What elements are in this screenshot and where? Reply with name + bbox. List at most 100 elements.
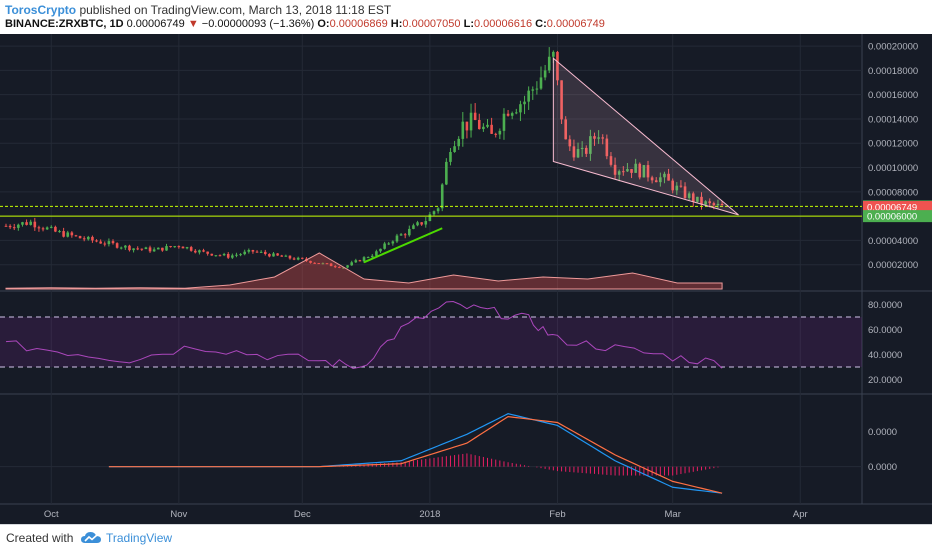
candle-body bbox=[510, 113, 514, 116]
candle-body bbox=[62, 231, 65, 237]
candle-body bbox=[589, 136, 592, 154]
candle-body bbox=[333, 266, 337, 268]
candle-body bbox=[576, 149, 580, 158]
candle-body bbox=[115, 243, 119, 248]
candle-body bbox=[720, 203, 724, 206]
candle-body bbox=[646, 165, 650, 178]
candle-body bbox=[21, 222, 24, 225]
candle-body bbox=[37, 227, 41, 229]
candle-body bbox=[679, 185, 683, 187]
candle-body bbox=[659, 177, 662, 183]
candle-body bbox=[54, 226, 57, 232]
price-axis-tag-text: 0.00006749 bbox=[867, 203, 917, 214]
candle-body bbox=[210, 253, 214, 256]
candle-body bbox=[605, 138, 609, 157]
candle-body bbox=[667, 173, 670, 181]
open-value: 0.00006869 bbox=[329, 18, 388, 30]
candle-body bbox=[630, 169, 633, 173]
tradingview-brand[interactable]: TradingView bbox=[106, 531, 173, 545]
rsi-tick-label: 40.0000 bbox=[868, 350, 902, 361]
candle-body bbox=[547, 56, 551, 71]
rsi-tick-label: 20.0000 bbox=[868, 375, 902, 386]
rsi-tick-label: 80.0000 bbox=[868, 300, 902, 311]
candle-body bbox=[531, 89, 535, 91]
candle-body bbox=[408, 228, 411, 236]
candle-body bbox=[124, 245, 127, 248]
change-value: −0.00000093 (−1.36%) bbox=[201, 18, 315, 30]
candle-body bbox=[395, 235, 399, 242]
candle-body bbox=[477, 119, 481, 130]
down-arrow-icon: ▼ bbox=[187, 18, 199, 30]
candle-body bbox=[8, 225, 12, 228]
low-label: L: bbox=[463, 18, 474, 30]
candle-body bbox=[25, 222, 28, 225]
y-tick-label: 0.00004000 bbox=[868, 236, 918, 247]
rsi-band-fill bbox=[0, 317, 862, 367]
candle-body bbox=[638, 163, 642, 178]
candle-body bbox=[403, 234, 407, 236]
published-text: published on TradingView.com, March 13, … bbox=[79, 3, 392, 17]
candle-body bbox=[321, 263, 325, 265]
candle-body bbox=[17, 224, 20, 228]
rsi-line bbox=[5, 300, 723, 370]
chart-area[interactable]: Oct Nov Dec 2018 Feb Mar Apr 0.00002000 0.000040… bbox=[0, 34, 932, 524]
footer: Created with TradingView bbox=[0, 524, 932, 550]
candle-body bbox=[181, 246, 185, 249]
candle-body bbox=[78, 236, 82, 239]
candle-body bbox=[560, 80, 563, 120]
candle-body bbox=[416, 222, 419, 226]
candle-body bbox=[626, 169, 629, 172]
candle-body bbox=[29, 221, 32, 225]
candle-body bbox=[663, 173, 666, 178]
candle-body bbox=[243, 251, 246, 255]
candle-body bbox=[412, 225, 415, 229]
candle-body bbox=[4, 225, 8, 227]
candle-body bbox=[272, 253, 275, 257]
candle-body bbox=[45, 227, 49, 230]
macd-tick-label: 0.0000 bbox=[868, 427, 897, 438]
candle-body bbox=[309, 260, 312, 263]
publish-line: TorosCrypto published on TradingView.com… bbox=[5, 3, 391, 17]
x-tick-label: Apr bbox=[793, 509, 808, 520]
signal-line bbox=[108, 415, 723, 494]
y-tick-label: 0.00002000 bbox=[868, 260, 918, 271]
author-link[interactable]: TorosCrypto bbox=[5, 3, 77, 17]
candle-body bbox=[82, 238, 86, 240]
candle-body bbox=[675, 185, 679, 191]
candle-body bbox=[284, 255, 288, 257]
candle-body bbox=[535, 88, 539, 90]
candle-body bbox=[194, 250, 197, 253]
x-tick-label: Oct bbox=[44, 509, 59, 520]
candle-body bbox=[613, 164, 617, 175]
candle-body bbox=[428, 214, 432, 222]
y-tick-label: 0.00018000 bbox=[868, 66, 918, 77]
candle-body bbox=[338, 266, 341, 268]
candle-body bbox=[597, 137, 600, 139]
candle-body bbox=[132, 248, 135, 251]
chart-svg[interactable]: Oct Nov Dec 2018 Feb Mar Apr0.000020000.000040… bbox=[0, 34, 932, 524]
candle-body bbox=[387, 243, 391, 245]
candle-body bbox=[617, 171, 621, 175]
candle-body bbox=[128, 245, 131, 251]
candle-body bbox=[58, 231, 61, 233]
candle-body bbox=[420, 222, 423, 225]
candle-body bbox=[66, 232, 70, 237]
candle-body bbox=[691, 193, 695, 202]
candle-body bbox=[136, 248, 139, 250]
candle-body bbox=[593, 136, 596, 139]
volume-area bbox=[5, 252, 723, 290]
candle-body bbox=[95, 240, 98, 242]
candle-body bbox=[177, 246, 181, 248]
created-with-text: Created with bbox=[6, 531, 74, 545]
candle-body bbox=[519, 104, 522, 113]
candle-body bbox=[650, 177, 654, 181]
candle-body bbox=[370, 255, 374, 258]
candle-body bbox=[700, 196, 703, 205]
candle-body bbox=[239, 254, 242, 256]
candle-body bbox=[506, 113, 510, 116]
candle-body bbox=[712, 203, 716, 206]
candle-body bbox=[399, 234, 403, 236]
price-axis-tag-text: 0.00006000 bbox=[867, 212, 917, 223]
candle-body bbox=[202, 250, 205, 252]
candle-body bbox=[156, 247, 160, 250]
